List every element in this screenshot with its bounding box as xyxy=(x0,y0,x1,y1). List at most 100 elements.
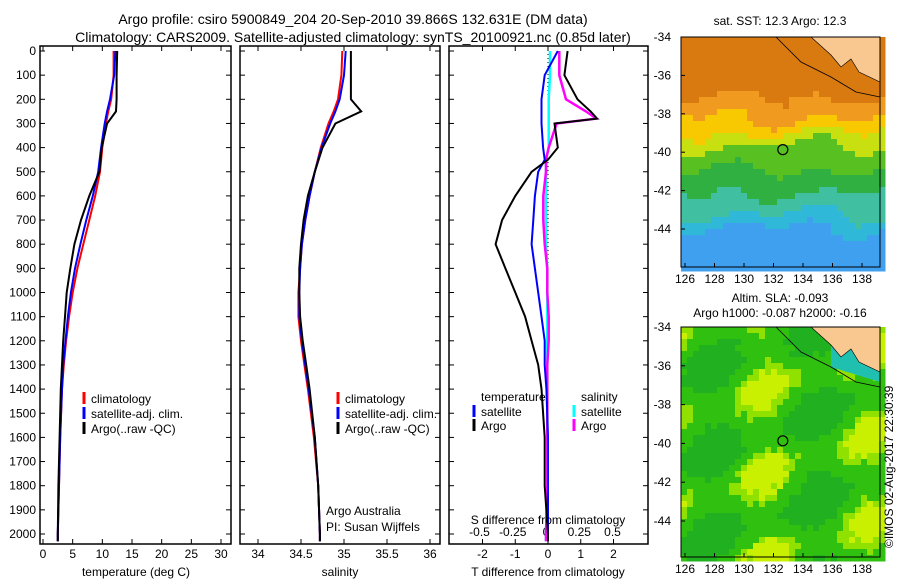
map-cell xyxy=(723,193,730,200)
map-cell xyxy=(741,247,748,254)
map-cell xyxy=(681,351,688,358)
map-cell xyxy=(813,537,820,544)
map-cell xyxy=(837,265,844,272)
map-cell xyxy=(825,259,832,266)
map-cell xyxy=(873,489,880,496)
map-cell xyxy=(777,175,784,182)
map-cell xyxy=(717,43,724,50)
map-cell xyxy=(729,61,736,68)
map-cell xyxy=(771,223,778,230)
map-cell xyxy=(753,133,760,140)
map-cell xyxy=(747,103,754,110)
map-cell xyxy=(795,471,802,478)
map-cell xyxy=(777,91,784,98)
map-cell xyxy=(717,477,724,484)
map-cell xyxy=(687,513,694,520)
map-cell xyxy=(855,253,862,260)
map-cell xyxy=(729,181,736,188)
map-cell xyxy=(717,549,724,556)
map-cell xyxy=(843,175,850,182)
map-cell xyxy=(765,37,772,44)
map-cell xyxy=(861,121,868,128)
map-cell xyxy=(741,441,748,448)
map-cell xyxy=(711,543,718,550)
map-cell xyxy=(789,405,796,412)
map-cell xyxy=(765,501,772,508)
map-cell xyxy=(867,447,874,454)
map-cell xyxy=(795,441,802,448)
map-cell xyxy=(717,405,724,412)
map-cell xyxy=(807,199,814,206)
map-cell xyxy=(813,193,820,200)
map-cell xyxy=(873,103,880,110)
map-cell xyxy=(879,435,886,442)
latitude-label: -44 xyxy=(654,514,672,528)
map-cell xyxy=(681,253,688,260)
map-cell xyxy=(873,247,880,254)
map-cell xyxy=(699,501,706,508)
map-cell xyxy=(717,327,724,334)
map-cell xyxy=(795,375,802,382)
map-cell xyxy=(873,97,880,104)
map-cell xyxy=(681,169,688,176)
map-cell xyxy=(873,151,880,158)
map-cell xyxy=(711,265,718,272)
map-cell xyxy=(765,531,772,538)
map-cell xyxy=(735,151,742,158)
map-cell xyxy=(693,429,700,436)
map-cell xyxy=(807,151,814,158)
map-cell xyxy=(741,55,748,62)
map-cell xyxy=(777,43,784,50)
map-cell xyxy=(795,339,802,346)
map-cell xyxy=(759,139,766,146)
map-cell xyxy=(753,459,760,466)
map-cell xyxy=(795,363,802,370)
map-cell xyxy=(693,339,700,346)
map-cell xyxy=(879,495,886,502)
map-cell xyxy=(735,387,742,394)
map-cell xyxy=(693,187,700,194)
map-cell xyxy=(837,477,844,484)
map-cell xyxy=(819,483,826,490)
map-cell xyxy=(717,67,724,74)
map-cell xyxy=(753,465,760,472)
map-cell xyxy=(693,127,700,134)
map-cell xyxy=(813,411,820,418)
map-cell xyxy=(759,423,766,430)
map-cell xyxy=(819,91,826,98)
map-cell xyxy=(699,495,706,502)
map-cell xyxy=(765,217,772,224)
map-cell xyxy=(753,247,760,254)
map-cell xyxy=(699,525,706,532)
map-cell xyxy=(717,387,724,394)
map-cell xyxy=(861,429,868,436)
map-cell xyxy=(861,97,868,104)
map-cell xyxy=(825,381,832,388)
map-cell xyxy=(783,501,790,508)
map-cell xyxy=(753,483,760,490)
map-cell xyxy=(777,169,784,176)
map-cell xyxy=(699,387,706,394)
map-cell xyxy=(795,369,802,376)
map-cell xyxy=(729,217,736,224)
map-cell xyxy=(855,435,862,442)
map-cell xyxy=(765,327,772,334)
map-cell xyxy=(777,205,784,212)
map-cell xyxy=(855,513,862,520)
map-cell xyxy=(681,91,688,98)
map-cell xyxy=(879,205,886,212)
map-cell xyxy=(843,61,850,68)
map-cell xyxy=(759,411,766,418)
map-cell xyxy=(879,357,886,364)
map-cell xyxy=(783,495,790,502)
map-cell xyxy=(849,381,856,388)
x-axis-label: temperature (deg C) xyxy=(82,565,190,579)
map-cell xyxy=(699,417,706,424)
map-cell xyxy=(687,387,694,394)
map-cell xyxy=(873,555,880,562)
map-cell xyxy=(741,79,748,86)
map-cell xyxy=(879,175,886,182)
map-cell xyxy=(753,259,760,266)
map-cell xyxy=(765,223,772,230)
